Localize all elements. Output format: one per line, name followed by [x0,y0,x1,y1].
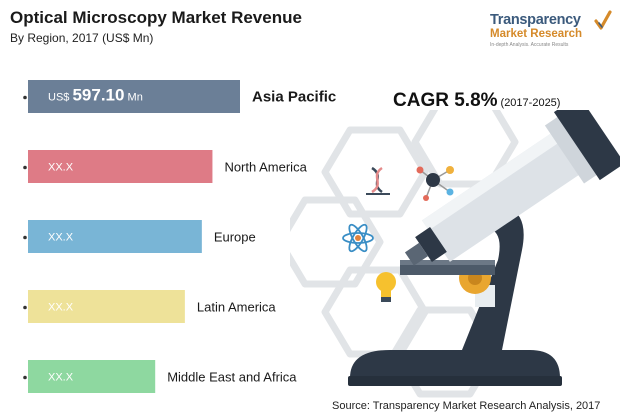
bar-value-label: US$ 597.10 Mn [48,86,143,105]
microscope-illustration [290,110,620,398]
cagr-period: (2017-2025) [500,97,561,109]
bar-marker [23,235,27,240]
cagr-value: CAGR 5.8% [393,90,498,111]
molecule-icon [416,166,454,201]
company-logo: Transparency Market Research In-depth An… [490,10,612,52]
bar-marker [23,165,27,170]
bar [28,360,156,393]
logo-tagline: In-depth Analysis. Accurate Results [490,42,569,48]
dna-icon [366,166,390,195]
bar-marker [23,305,27,310]
bar-value-label: XX.X [48,162,74,174]
bar [28,220,202,253]
bar-value-label: XX.X [48,302,74,314]
chart-title: Optical Microscopy Market Revenue [10,8,302,27]
microscope [348,110,620,386]
category-label: Asia Pacific [252,89,336,106]
bar-value-label: XX.X [48,232,74,244]
bar-marker [23,375,27,380]
chart-subtitle: By Region, 2017 (US$ Mn) [10,31,154,45]
lightbulb-icon [376,272,396,302]
checkmark-icon [594,10,612,30]
logo-subname: Market Research [490,28,583,40]
bar [28,150,213,183]
cagr-annotation: CAGR 5.8% (2017-2025) [393,90,560,112]
category-label: Europe [214,230,256,245]
bar-value-label: XX.X [48,372,74,384]
category-label: Middle East and Africa [167,370,297,385]
atom-icon [342,223,374,253]
category-label: North America [224,160,307,175]
source-note: Source: Transparency Market Research Ana… [332,400,601,412]
bar [28,290,185,323]
bar-marker [23,95,27,100]
bar [28,80,240,113]
category-label: Latin America [197,300,277,315]
logo-name: Transparency [490,12,581,28]
